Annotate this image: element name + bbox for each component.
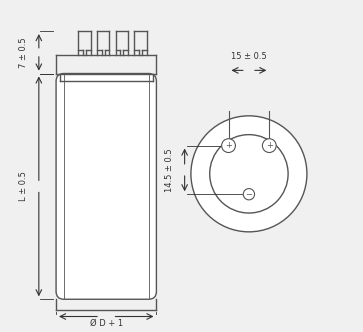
Text: 7 ± 0.5: 7 ± 0.5 [19, 38, 28, 68]
Text: −: − [245, 190, 252, 199]
FancyBboxPatch shape [56, 73, 156, 299]
Circle shape [262, 139, 276, 152]
Circle shape [191, 116, 307, 232]
Circle shape [222, 139, 236, 152]
Circle shape [243, 189, 254, 200]
Text: +: + [225, 141, 232, 150]
Text: 14.5 ± 0.5: 14.5 ± 0.5 [165, 148, 174, 192]
Circle shape [210, 135, 288, 213]
Text: L ± 0.5: L ± 0.5 [19, 171, 28, 201]
Text: +: + [266, 141, 273, 150]
Text: Ø D + 1: Ø D + 1 [90, 319, 123, 328]
Text: 15 ± 0.5: 15 ± 0.5 [231, 52, 267, 61]
